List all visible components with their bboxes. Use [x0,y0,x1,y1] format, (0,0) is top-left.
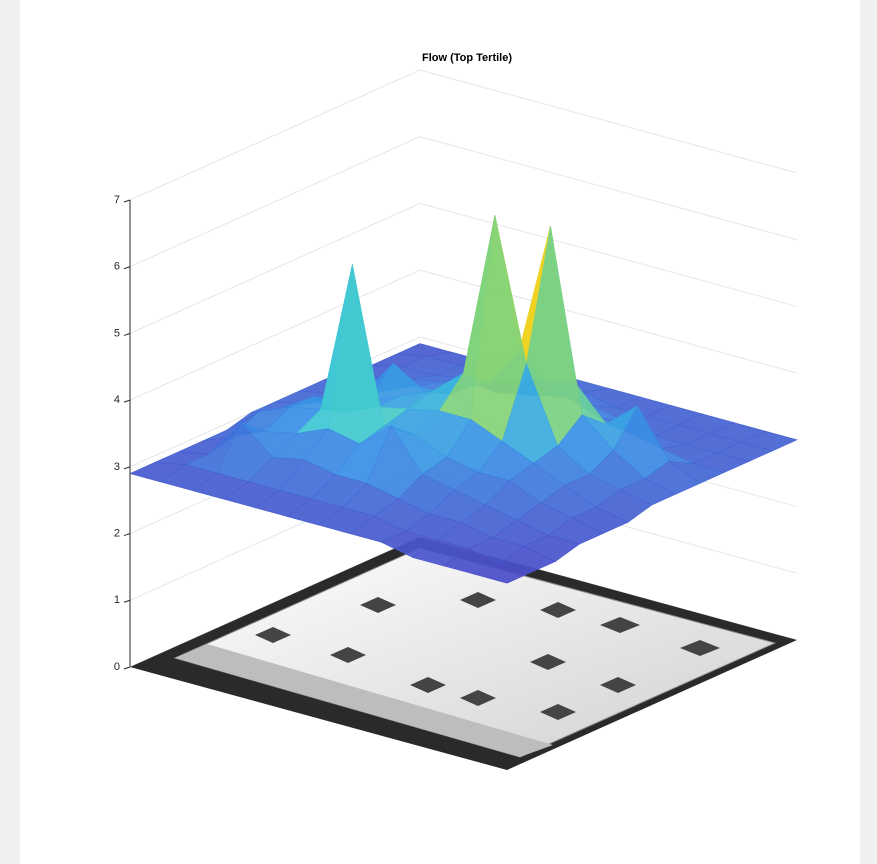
z-tick-label: 4 [114,394,120,406]
z-tick-label: 7 [114,194,120,206]
chart-title: Flow (Top Tertile) [422,52,512,64]
figure-window: 0 1 2 3 4 5 6 7 Flow (Top Tertile) [0,0,877,864]
chart: 0 1 2 3 4 5 6 7 Flow (Top Tertile) [0,0,877,864]
z-tick-label: 3 [114,461,120,473]
z-tick-label: 5 [114,327,120,339]
z-tick-label: 2 [114,527,120,539]
z-tick-label: 6 [114,261,120,273]
z-tick-label: 0 [114,661,120,673]
z-tick-label: 1 [114,594,120,606]
